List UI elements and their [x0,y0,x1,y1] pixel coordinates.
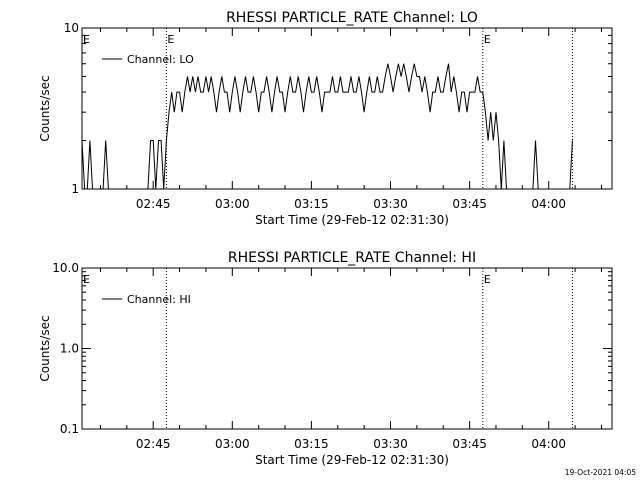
edge-marker-label: E [83,33,90,46]
x-tick-label: 03:45 [452,437,487,451]
x-tick-label: 03:45 [452,197,487,211]
x-tick-label: 04:00 [531,437,566,451]
edge-marker-label: E [83,273,90,286]
x-tick-label: 03:15 [294,197,329,211]
event-marker-label: E [167,33,174,46]
x-axis-label: Start Time (29-Feb-12 02:31:30) [255,453,449,467]
legend-label: Channel: HI [127,293,191,306]
x-tick-label: 03:15 [294,437,329,451]
x-tick-label: 03:30 [373,197,408,211]
event-marker-label: E [484,33,491,46]
y-axis-label: Counts/sec [38,75,52,141]
series-line [81,63,573,190]
x-tick-label: 02:45 [136,437,171,451]
x-axis-label: Start Time (29-Feb-12 02:31:30) [255,213,449,227]
x-tick-label: 02:45 [136,197,171,211]
y-axis-label: Counts/sec [38,315,52,381]
generation-timestamp: 19-Oct-2021 04:05 [565,468,636,477]
y-tick-label: 1.0 [60,342,79,356]
lo-channel-panel: RHESSI PARTICLE_RATE Channel: LO Start Ti… [38,10,613,227]
x-tick-label: 04:00 [531,197,566,211]
legend-label: Channel: LO [127,53,194,66]
event-marker-label: E [484,273,491,286]
hi-channel-panel: RHESSI PARTICLE_RATE Channel: HI Start Ti… [38,250,613,467]
chart-title: RHESSI PARTICLE_RATE Channel: LO [226,10,478,26]
x-tick-label: 03:30 [373,437,408,451]
x-tick-label: 03:00 [215,437,250,451]
x-tick-label: 03:00 [215,197,250,211]
y-tick-label: 10.0 [52,261,79,275]
y-tick-label: 0.1 [60,422,79,436]
chart-title: RHESSI PARTICLE_RATE Channel: HI [228,250,476,266]
y-tick-label: 1 [71,182,79,196]
y-tick-label: 10 [64,21,79,35]
plot-frame [81,27,613,190]
